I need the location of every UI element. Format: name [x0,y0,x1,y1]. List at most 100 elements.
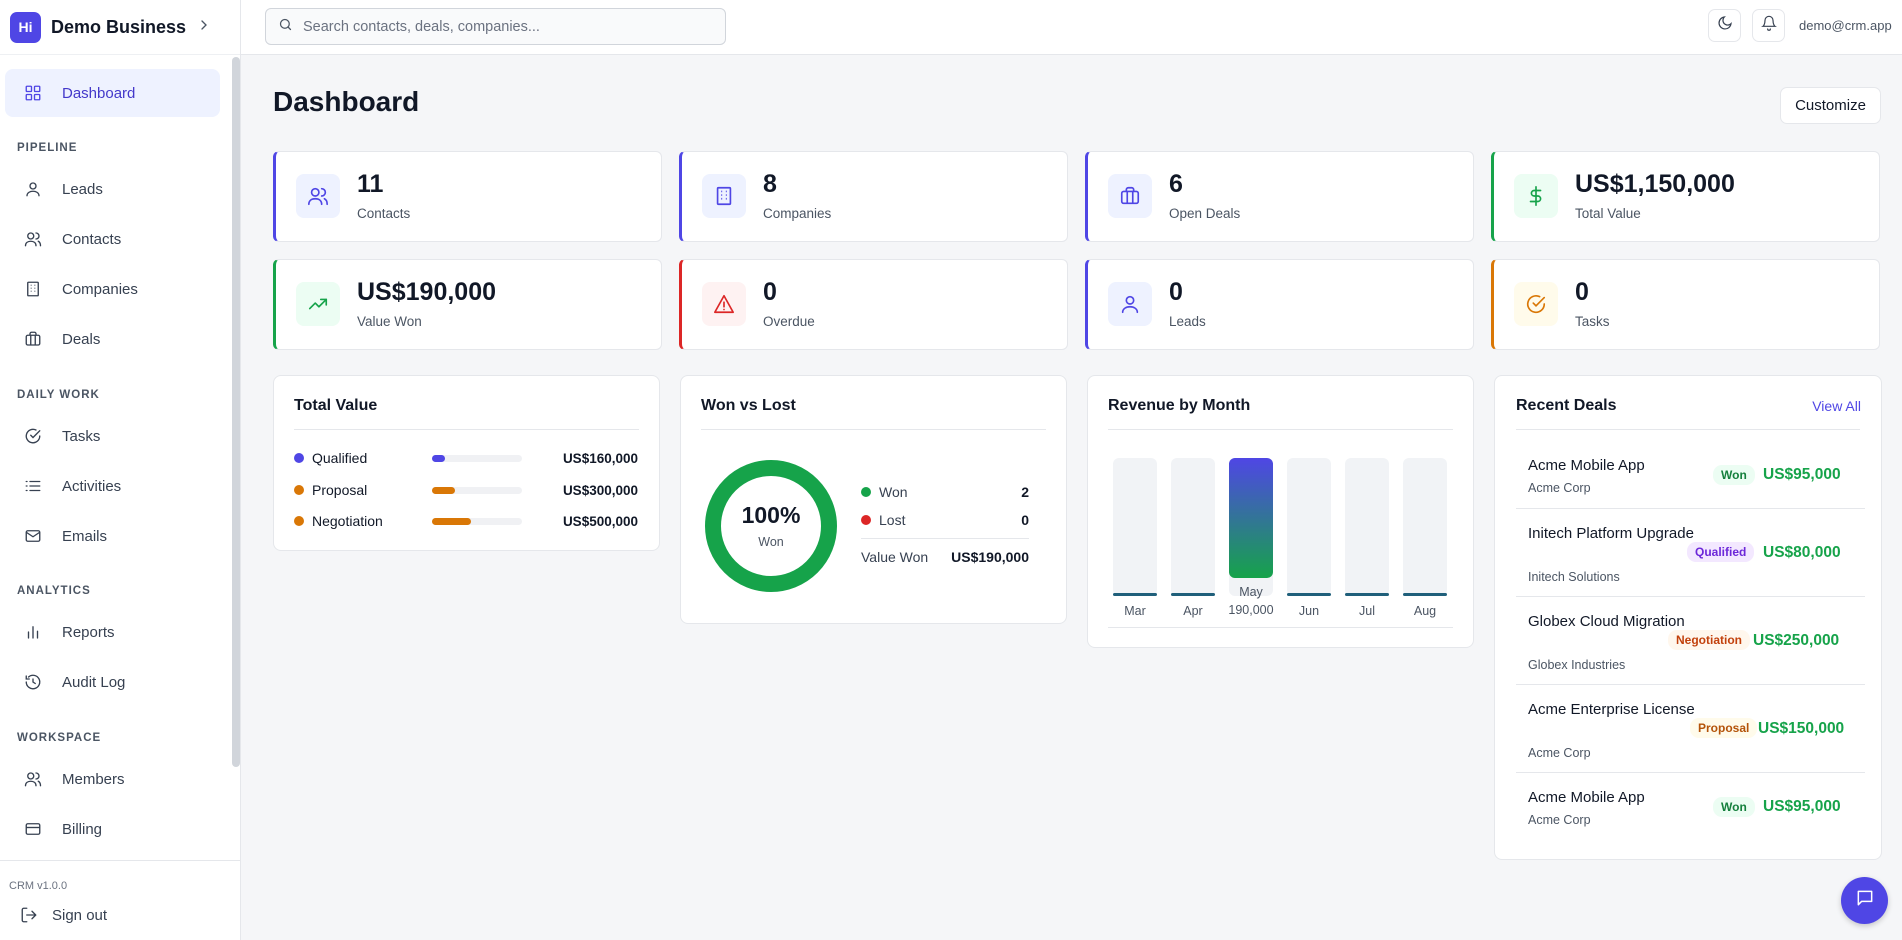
stat-value: 11 [357,170,384,198]
sidebar-item-billing[interactable]: Billing [5,805,220,853]
deal-company: Globex Industries [1528,658,1626,672]
sidebar-item-dashboard[interactable]: Dashboard [5,69,220,117]
brand-logo: Hi [10,11,41,43]
x-tick-label: Jul [1359,604,1375,618]
stat-card-value-won[interactable]: US$190,000 Value Won [273,259,662,350]
stat-card-overdue[interactable]: 0 Overdue [679,259,1068,350]
card-title: Recent Deals [1516,397,1617,414]
stat-value: 0 [763,278,777,306]
sidebar-item-emails[interactable]: Emails [5,512,220,560]
data-label: 190,000 [1228,603,1274,617]
stat-card-tasks[interactable]: 0 Tasks [1491,259,1880,350]
stat-label: Companies [763,206,832,221]
view-all-link[interactable]: View All [1812,398,1861,414]
deal-row[interactable]: Globex Cloud Migration Globex Industries… [1516,599,1865,685]
x-tick-label: Aug [1413,604,1437,618]
stat-label: Overdue [763,314,815,329]
legend-dot [294,485,304,495]
row-label: Qualified [312,450,368,466]
briefcase-icon [1108,174,1152,218]
revenue-bar-jul[interactable]: Jul [1345,376,1389,649]
search-icon [278,17,293,37]
search-box[interactable] [265,8,726,45]
recent-deals-card: Recent Deals View All Acme Mobile App Ac… [1494,375,1882,860]
deal-company: Initech Solutions [1528,570,1620,584]
deal-amount: US$80,000 [1763,544,1841,561]
stat-value: 0 [1575,278,1589,306]
sidebar-item-activities[interactable]: Activities [5,462,220,510]
revenue-bar-aug[interactable]: Aug [1403,376,1447,649]
divider [1516,429,1860,430]
revenue-bar-jun[interactable]: Jun [1287,376,1331,649]
sign-out-button[interactable]: Sign out [20,906,107,924]
deal-row[interactable]: Acme Mobile App Acme Corp Won US$95,000 [1516,443,1865,509]
deal-row[interactable]: Acme Mobile App Acme Corp Won US$95,000 [1516,775,1865,841]
bell-icon [1760,15,1777,36]
bar-track [1287,458,1331,596]
trending-up-icon [296,282,340,326]
stat-value: 8 [763,170,777,198]
revenue-bar-apr[interactable]: Apr [1171,376,1215,649]
revenue-bar-may[interactable]: May 190,000 [1228,376,1274,649]
sidebar-item-leads[interactable]: Leads [5,165,220,213]
status-badge: Won [1713,465,1755,485]
stat-value: US$1,150,000 [1575,170,1735,198]
sidebar-item-label: Dashboard [62,84,136,102]
dollar-icon [1514,174,1558,218]
sidebar-item-label: Contacts [62,230,122,248]
stat-card-companies[interactable]: 8 Companies [679,151,1068,242]
users-icon [296,174,340,218]
won-vs-lost-card: Won vs Lost 100% Won Won 2 Lost 0 Value … [680,375,1067,624]
sidebar-item-deals[interactable]: Deals [5,315,220,363]
theme-toggle-button[interactable] [1708,9,1741,42]
divider [701,429,1046,430]
status-badge: Qualified [1687,542,1755,562]
sidebar-item-audit-log[interactable]: Audit Log [5,658,220,706]
chevron-right-icon[interactable] [196,17,212,38]
deal-amount: US$150,000 [1758,720,1845,737]
list-icon [23,476,43,496]
sidebar-item-contacts[interactable]: Contacts [5,215,220,263]
stat-card-contacts[interactable]: 11 Contacts [273,151,662,242]
stat-card-total-value[interactable]: US$1,150,000 Total Value [1491,151,1880,242]
revenue-bar-mar[interactable]: Mar [1113,376,1157,649]
status-badge: Won [1713,797,1755,817]
chat-button[interactable] [1841,877,1888,924]
card-title: Total Value [294,397,378,414]
log-out-icon [20,906,38,924]
divider [294,429,639,430]
user-icon [23,179,43,199]
building-icon [23,279,43,299]
customize-button[interactable]: Customize [1780,87,1881,124]
progress-fill [432,517,471,525]
deal-row[interactable]: Initech Platform Upgrade Initech Solutio… [1516,511,1865,597]
notifications-button[interactable] [1752,9,1785,42]
stat-card-leads[interactable]: 0 Leads [1085,259,1474,350]
stat-card-open-deals[interactable]: 6 Open Deals [1085,151,1474,242]
legend-dot [294,516,304,526]
user-email[interactable]: demo@crm.app [1799,18,1892,33]
sidebar-item-reports[interactable]: Reports [5,608,220,656]
brand-name: Demo Business [51,16,187,37]
user-icon [1108,282,1152,326]
deal-amount: US$95,000 [1763,798,1841,815]
sidebar-item-label: Activities [62,477,122,495]
won-count: 2 [1021,484,1029,500]
sidebar-scrollbar[interactable] [232,57,240,767]
won-lost-donut [705,460,837,592]
divider [1108,429,1453,430]
sidebar-item-companies[interactable]: Companies [5,265,220,313]
search-input[interactable] [303,18,703,35]
donut-won-arc [705,460,837,592]
stat-label: Contacts [357,206,411,221]
lost-row: Lost 0 [861,512,1029,528]
section-analytics: ANALYTICS [17,585,91,597]
stat-value: 6 [1169,170,1183,198]
moon-icon [1717,15,1733,36]
sidebar-item-members[interactable]: Members [5,755,220,803]
sidebar-item-label: Reports [62,623,115,641]
deal-row[interactable]: Acme Enterprise License Acme Corp Propos… [1516,687,1865,773]
row-label: Negotiation [312,513,383,529]
sidebar-item-tasks[interactable]: Tasks [5,412,220,460]
bar-zero-line [1113,593,1157,596]
